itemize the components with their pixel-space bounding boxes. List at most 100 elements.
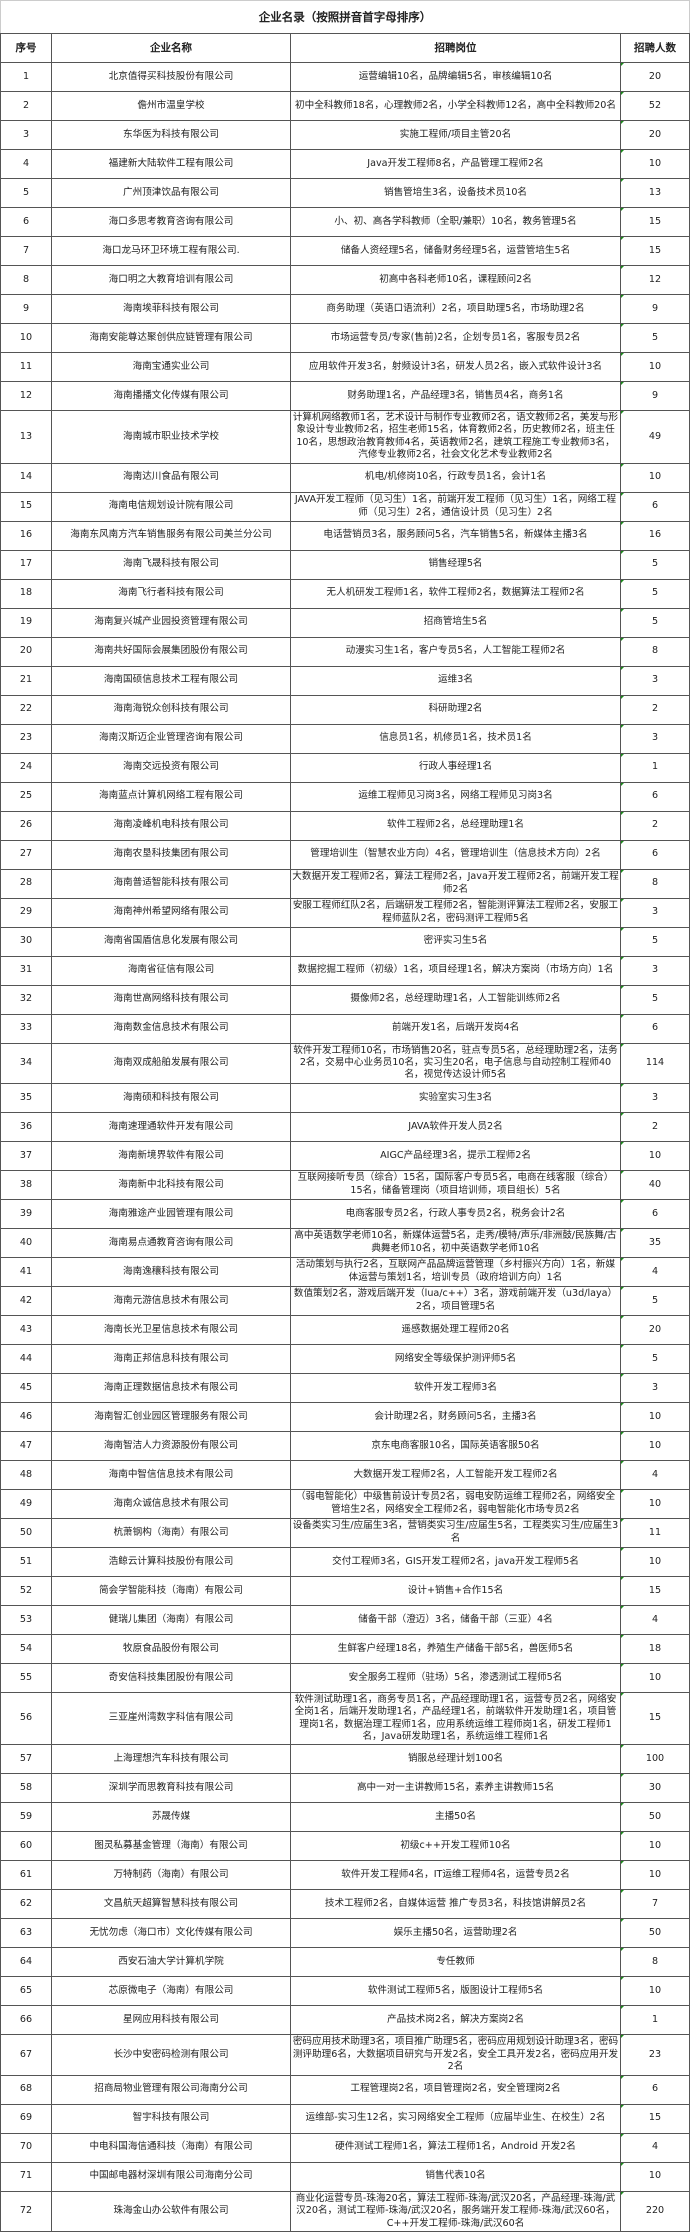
count-cell: 52 bbox=[620, 91, 690, 121]
count-cell: 13 bbox=[620, 178, 690, 208]
count-cell: 9 bbox=[620, 381, 690, 411]
seq-cell: 67 bbox=[0, 2034, 52, 2076]
company-name-cell: 海南凌峰机电科技有限公司 bbox=[51, 810, 291, 841]
positions-cell: 设备类实习生/应届生3名，营销类实习生/应届生5名，工程类实习生/应届生3名 bbox=[290, 1517, 621, 1548]
positions-cell: 储备干部（澄迈）3名，储备干部（三亚）4名 bbox=[290, 1604, 621, 1635]
positions-cell: 行政人事经理1名 bbox=[290, 752, 621, 783]
table-row: 10 海南安能尊达聚创供应链管理有限公司 市场运营专员/专家(售前)2名，企划专员1… bbox=[0, 323, 690, 353]
seq-cell: 13 bbox=[0, 410, 52, 464]
seq-cell: 49 bbox=[0, 1488, 52, 1519]
count-cell: 5 bbox=[620, 926, 690, 957]
positions-cell: 数值策划2名，游戏后端开发（lua/c++）3名，游戏前端开发（u3d/laya… bbox=[290, 1285, 621, 1316]
positions-cell: 小、初、高各学科教师（全职/兼职）10名，教务管理5名 bbox=[290, 207, 621, 237]
seq-cell: 38 bbox=[0, 1169, 52, 1200]
count-cell: 40 bbox=[620, 1169, 690, 1200]
table-row: 43 海南长光卫星信息技术有限公司 遥感数据处理工程师20名 20 bbox=[0, 1314, 690, 1345]
positions-cell: 软件工程师2名，总经理助理1名 bbox=[290, 810, 621, 841]
positions-cell: 无人机研发工程师1名，软件工程师2名，数据算法工程师2名 bbox=[290, 578, 621, 609]
table-row: 31 海南省征信有限公司 数据挖掘工程师（初级）1名，项目经理1名，解决方案岗（市场… bbox=[0, 955, 690, 986]
seq-cell: 32 bbox=[0, 984, 52, 1015]
positions-cell: 生鲜客户经理18名，养殖生产储备干部5名，兽医师5名 bbox=[290, 1633, 621, 1664]
positions-cell: 主播50名 bbox=[290, 1802, 621, 1833]
count-cell: 15 bbox=[620, 1691, 690, 1746]
seq-cell: 4 bbox=[0, 149, 52, 179]
seq-cell: 14 bbox=[0, 462, 52, 493]
company-name-cell: 海南城市职业技术学校 bbox=[51, 410, 291, 464]
company-name-cell: 苏晟传媒 bbox=[51, 1802, 291, 1833]
table-row: 22 海南海锐众创科技有限公司 科研助理2名 2 bbox=[0, 694, 690, 725]
table-row: 38 海南新中北科技有限公司 互联网接听专员（综合）15名，国际客户专员5名，电商在… bbox=[0, 1169, 690, 1200]
company-name-cell: 海南长光卫星信息技术有限公司 bbox=[51, 1314, 291, 1345]
count-cell: 3 bbox=[620, 955, 690, 986]
table-row: 71 中国邮电器材深圳有限公司海南分公司 销售代表10名 10 bbox=[0, 2161, 690, 2192]
count-cell: 3 bbox=[620, 1372, 690, 1403]
count-cell: 5 bbox=[620, 578, 690, 609]
company-name-cell: 福建新大陆软件工程有限公司 bbox=[51, 149, 291, 179]
count-cell: 8 bbox=[620, 636, 690, 667]
positions-cell: 商业化运营专员-珠海20名，算法工程师-珠海/武汉20名，产品经理-珠海/武汉2… bbox=[290, 2190, 621, 2232]
seq-cell: 28 bbox=[0, 868, 52, 899]
count-cell: 10 bbox=[620, 1976, 690, 2007]
company-name-cell: 海口龙马环卫环境工程有限公司. bbox=[51, 236, 291, 266]
company-name-cell: 海南蓝点计算机网络工程有限公司 bbox=[51, 781, 291, 812]
count-cell: 2 bbox=[620, 1111, 690, 1142]
positions-cell: 应用软件开发3名，射频设计3名，研发人员2名，嵌入式软件设计3名 bbox=[290, 352, 621, 382]
seq-cell: 42 bbox=[0, 1285, 52, 1316]
seq-cell: 48 bbox=[0, 1459, 52, 1490]
table-row: 2 儋州市温皇学校 初中全科教师18名，心理教师2名，小学全科教师12名，高中全科教… bbox=[0, 91, 690, 121]
company-name-cell: 海南汉斯迈企业管理咨询有限公司 bbox=[51, 723, 291, 754]
company-name-cell: 海南神州希望网络有限公司 bbox=[51, 897, 291, 928]
company-name-cell: 北京值得买科技股份有限公司 bbox=[51, 62, 291, 92]
count-cell: 5 bbox=[620, 1285, 690, 1316]
header-positions: 招聘岗位 bbox=[290, 33, 621, 63]
seq-cell: 54 bbox=[0, 1633, 52, 1664]
count-cell: 10 bbox=[620, 352, 690, 382]
seq-cell: 39 bbox=[0, 1198, 52, 1229]
count-cell: 2 bbox=[620, 810, 690, 841]
company-name-cell: 万特制药（海南）有限公司 bbox=[51, 1860, 291, 1891]
count-cell: 15 bbox=[620, 2103, 690, 2134]
company-name-cell: 海南飞行者科技有限公司 bbox=[51, 578, 291, 609]
table-row: 59 苏晟传媒 主播50名 50 bbox=[0, 1802, 690, 1833]
company-name-cell: 海南省征信有限公司 bbox=[51, 955, 291, 986]
count-cell: 114 bbox=[620, 1042, 690, 1084]
table-row: 4 福建新大陆软件工程有限公司 Java开发工程师8名，产品管理工程师2名 10 bbox=[0, 149, 690, 179]
seq-cell: 45 bbox=[0, 1372, 52, 1403]
table-row: 41 海南逸穰科技有限公司 活动策划与执行2名，互联网产品品牌运营管理（乡村振兴方向… bbox=[0, 1256, 690, 1287]
table-row: 29 海南神州希望网络有限公司 安服工程师红队2名，后端研发工程师2名，智能测评算法… bbox=[0, 897, 690, 928]
table-row: 33 海南数金信息技术有限公司 前端开发1名，后端开发岗4名 6 bbox=[0, 1013, 690, 1044]
positions-cell: 科研助理2名 bbox=[290, 694, 621, 725]
positions-cell: 销售管培生3名，设备技术员10名 bbox=[290, 178, 621, 208]
count-cell: 10 bbox=[620, 1546, 690, 1577]
count-cell: 6 bbox=[620, 1013, 690, 1044]
company-name-cell: 海南宝通实业公司 bbox=[51, 352, 291, 382]
positions-cell: 活动策划与执行2名，互联网产品品牌运营管理（乡村振兴方向）1名，新媒体运营与策划… bbox=[290, 1256, 621, 1287]
table-row: 19 海南复兴城产业园投资管理有限公司 招商管培生5名 5 bbox=[0, 607, 690, 638]
seq-cell: 34 bbox=[0, 1042, 52, 1084]
positions-cell: 技术工程师2名，自媒体运营 推广专员3名，科技馆讲解员2名 bbox=[290, 1889, 621, 1920]
header-company-name: 企业名称 bbox=[51, 33, 291, 63]
positions-cell: 软件开发工程师4名，IT运维工程师4名，运营专员2名 bbox=[290, 1860, 621, 1891]
count-cell: 3 bbox=[620, 897, 690, 928]
seq-cell: 59 bbox=[0, 1802, 52, 1833]
table-row: 55 奇安信科技集团股份有限公司 安全服务工程师（驻场）5名，渗透测试工程师5名 10 bbox=[0, 1662, 690, 1693]
table-row: 63 无忧勿虑（海口市）文化传媒有限公司 娱乐主播50名，运营助理2名 50 bbox=[0, 1918, 690, 1949]
table-row: 21 海南国硕信息技术工程有限公司 运维3名 3 bbox=[0, 665, 690, 696]
table-row: 72 珠海金山办公软件有限公司 商业化运营专员-珠海20名，算法工程师-珠海/武汉2… bbox=[0, 2190, 690, 2232]
table-row: 5 广州顶津饮品有限公司 销售管培生3名，设备技术员10名 13 bbox=[0, 178, 690, 208]
table-row: 6 海口多思考教育咨询有限公司 小、初、高各学科教师（全职/兼职）10名，教务管理5… bbox=[0, 207, 690, 237]
count-cell: 15 bbox=[620, 207, 690, 237]
count-cell: 10 bbox=[620, 462, 690, 493]
positions-cell: 专任教师 bbox=[290, 1947, 621, 1978]
table-row: 60 图灵私募基金管理（海南）有限公司 初级c++开发工程师10名 10 bbox=[0, 1831, 690, 1862]
seq-cell: 22 bbox=[0, 694, 52, 725]
count-cell: 5 bbox=[620, 984, 690, 1015]
positions-cell: 初级c++开发工程师10名 bbox=[290, 1831, 621, 1862]
positions-cell: 实施工程师/项目主管20名 bbox=[290, 120, 621, 150]
seq-cell: 46 bbox=[0, 1401, 52, 1432]
seq-cell: 20 bbox=[0, 636, 52, 667]
count-cell: 4 bbox=[620, 1459, 690, 1490]
count-cell: 220 bbox=[620, 2190, 690, 2232]
count-cell: 1 bbox=[620, 2005, 690, 2036]
